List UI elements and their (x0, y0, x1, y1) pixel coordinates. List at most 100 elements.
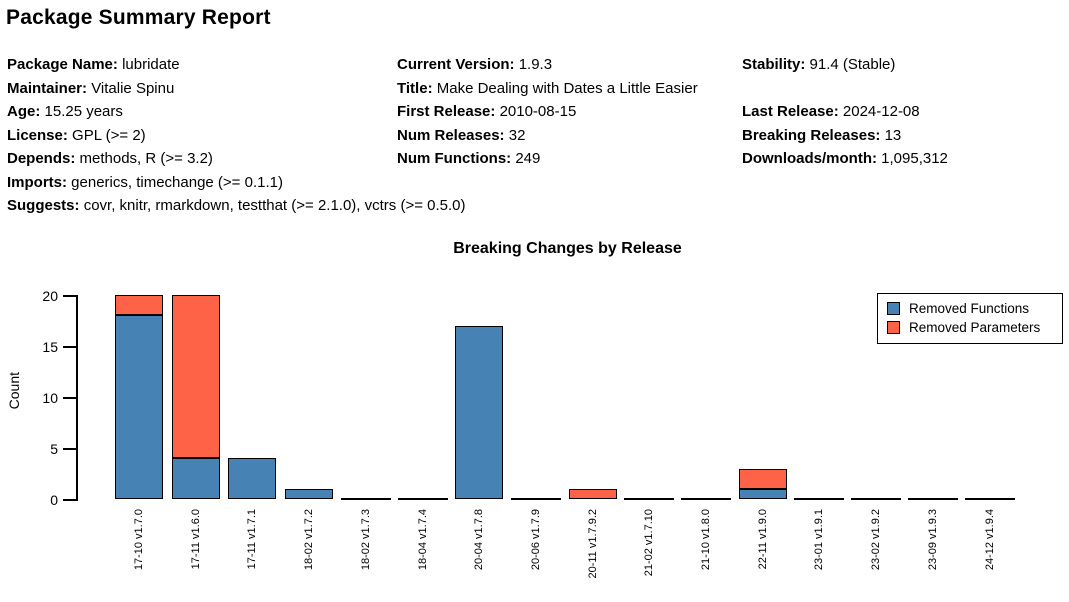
legend-item-removed-functions: Removed Functions (887, 299, 1053, 318)
chart-legend: Removed Functions Removed Parameters (877, 293, 1063, 344)
chart-title: Breaking Changes by Release (453, 240, 682, 257)
x-category-label: 17-10 v1.7.0 (133, 509, 145, 571)
legend-label: Removed Functions (909, 301, 1030, 316)
breaking-changes-chart: Breaking Changes by Release Count 0 5 10 15… (0, 230, 1069, 602)
field-label: Age: (7, 103, 41, 120)
field-label: Imports: (7, 173, 67, 191)
x-category-label: 22-11 v1.9.0 (757, 509, 769, 570)
field-label: Num Functions: (397, 150, 512, 167)
field-label: Title: (397, 79, 433, 97)
y-tick (63, 295, 76, 297)
field-label: Package Name: (7, 56, 118, 73)
field-label: Stability: (742, 56, 806, 73)
bar-segment-removed-functions (739, 489, 787, 499)
zero-value-bar (681, 498, 731, 500)
zero-value-bar (794, 498, 844, 500)
zero-value-bar (341, 498, 391, 500)
field-label: First Release: (397, 103, 496, 120)
field-license: License: GPL (>= 2) (7, 124, 466, 148)
y-tick (63, 397, 76, 399)
field-imports: Imports: generics, timechange (>= 0.1.1) (7, 171, 466, 195)
x-category-label: 17-11 v1.7.1 (246, 509, 258, 570)
field-suggests: Suggests: covr, knitr, rmarkdown, testth… (7, 194, 466, 218)
field-value: 13 (884, 126, 902, 144)
x-category-label: 21-02 v1.7.10 (643, 509, 655, 577)
x-category-label: 20-11 v1.7.9.2 (587, 509, 599, 579)
field-value: 1,095,312 (881, 150, 948, 167)
zero-value-bar (965, 498, 1015, 500)
bar-segment-removed-functions (172, 458, 220, 499)
field-num-releases: Num Releases: 32 (397, 124, 698, 148)
field-downloads-month: Downloads/month: 1,095,312 (742, 147, 948, 171)
field-label: Downloads/month: (742, 150, 877, 167)
field-value: 91.4 (Stable) (809, 56, 896, 73)
field-depends: Depends: methods, R (>= 3.2) (7, 147, 466, 171)
meta-column-middle: Current Version: 1.9.3 Title: Make Deali… (397, 53, 698, 171)
field-value: 2010-08-15 (499, 103, 577, 120)
field-label: Num Releases: (397, 126, 505, 144)
field-value: Make Dealing with Dates a Little Easier (436, 79, 698, 97)
field-value: GPL (>= 2) (72, 126, 146, 144)
field-maintainer: Maintainer: Vitalie Spinu (7, 77, 466, 101)
y-tick (63, 448, 76, 450)
legend-label: Removed Parameters (909, 320, 1041, 335)
field-package-name: Package Name: lubridate (7, 53, 466, 77)
field-label: Maintainer: (7, 79, 88, 97)
x-category-label: 23-01 v1.9.1 (813, 509, 825, 571)
y-tick (63, 346, 76, 348)
meta-blank-row (742, 77, 948, 101)
field-value: Vitalie Spinu (91, 79, 175, 97)
x-category-label: 23-09 v1.9.3 (927, 509, 939, 571)
y-tick-label: 15 (42, 339, 58, 355)
x-category-label: 20-06 v1.7.9 (530, 509, 542, 571)
y-tick (63, 499, 76, 501)
field-value: lubridate (122, 56, 180, 73)
bar-segment-removed-parameters (739, 469, 787, 489)
field-title: Title: Make Dealing with Dates a Little … (397, 77, 698, 101)
x-category-label: 18-02 v1.7.2 (303, 509, 315, 571)
field-value: generics, timechange (>= 0.1.1) (71, 173, 283, 191)
legend-item-removed-parameters: Removed Parameters (887, 318, 1053, 337)
field-stability: Stability: 91.4 (Stable) (742, 53, 948, 77)
field-value: methods, R (>= 3.2) (79, 150, 213, 167)
field-label: Last Release: (742, 103, 839, 120)
y-tick-label: 10 (42, 390, 58, 406)
x-category-label: 18-04 v1.7.4 (417, 509, 429, 571)
x-category-label: 18-02 v1.7.3 (360, 509, 372, 571)
field-num-functions: Num Functions: 249 (397, 147, 698, 171)
field-label: Current Version: (397, 56, 515, 73)
bar-segment-removed-parameters (569, 489, 617, 499)
field-current-version: Current Version: 1.9.3 (397, 53, 698, 77)
zero-value-bar (851, 498, 901, 500)
field-label: Depends: (7, 150, 76, 167)
meta-column-right: Stability: 91.4 (Stable) Last Release: 2… (742, 53, 948, 171)
bar-segment-removed-parameters (172, 295, 220, 458)
y-axis-line (76, 295, 78, 501)
field-label: License: (7, 126, 68, 144)
field-value: 32 (508, 126, 526, 144)
x-category-label: 23-02 v1.9.2 (870, 509, 882, 571)
field-value: 15.25 years (44, 103, 123, 120)
field-label: Suggests: (7, 197, 80, 214)
zero-value-bar (624, 498, 674, 500)
field-value: 1.9.3 (518, 56, 553, 73)
removed-functions-swatch-icon (887, 302, 900, 315)
field-value: 2024-12-08 (842, 103, 920, 120)
bar-segment-removed-functions (228, 458, 276, 499)
bar-segment-removed-functions (115, 315, 163, 499)
field-breaking-releases: Breaking Releases: 13 (742, 124, 948, 148)
zero-value-bar (398, 498, 448, 500)
field-last-release: Last Release: 2024-12-08 (742, 100, 948, 124)
x-category-label: 21-10 v1.8.0 (700, 509, 712, 571)
bar-segment-removed-functions (285, 489, 333, 499)
x-category-label: 20-04 v1.7.8 (473, 509, 485, 571)
field-first-release: First Release: 2010-08-15 (397, 100, 698, 124)
page-title: Package Summary Report (6, 6, 271, 29)
y-tick-label: 20 (42, 288, 58, 304)
field-value: 249 (515, 150, 541, 167)
y-tick-label: 0 (50, 492, 58, 508)
x-category-label: 17-11 v1.6.0 (190, 509, 202, 570)
bar-segment-removed-functions (455, 326, 503, 499)
zero-value-bar (511, 498, 561, 500)
field-age: Age: 15.25 years (7, 100, 466, 124)
